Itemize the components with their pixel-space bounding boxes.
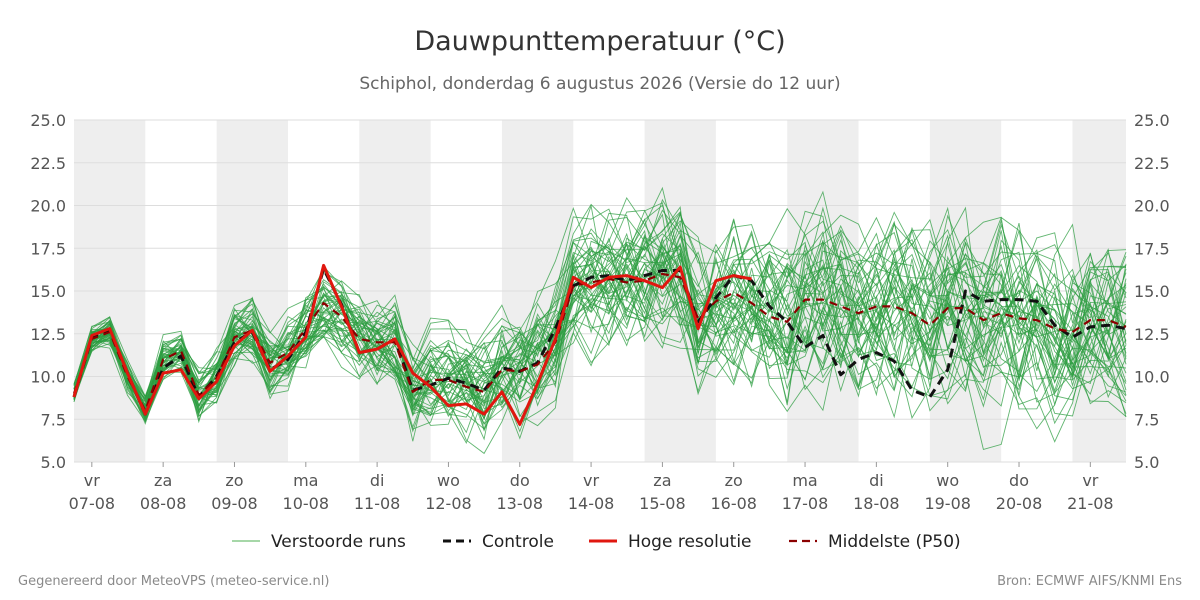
x-tick-day: di xyxy=(869,471,884,490)
x-tick-date: 16-08 xyxy=(710,494,757,513)
y-tick-left: 7.5 xyxy=(41,410,66,429)
ensemble-run-48 xyxy=(73,229,1127,444)
ensemble-run-50 xyxy=(73,214,1127,426)
x-tick-day: zo xyxy=(725,471,743,490)
y-tick-right: 17.5 xyxy=(1134,239,1170,258)
legend-label-4: Middelste (P50) xyxy=(828,532,961,552)
x-tick-date: 15-08 xyxy=(639,494,686,513)
x-tick-day: za xyxy=(154,471,172,490)
y-tick-right: 15.0 xyxy=(1134,282,1170,301)
ensemble-run-1 xyxy=(73,234,1127,417)
footer-source: Bron: ECMWF AIFS/KNMI Ens xyxy=(997,574,1182,589)
y-tick-right: 22.5 xyxy=(1134,154,1170,173)
y-tick-left: 15.0 xyxy=(30,282,66,301)
x-tick-date: 19-08 xyxy=(924,494,971,513)
x-tick-day: vr xyxy=(84,471,100,490)
chart-title: Dauwpunttemperatuur (°C) xyxy=(414,26,785,57)
y-tick-left: 25.0 xyxy=(30,111,66,130)
x-tick-day: za xyxy=(653,471,671,490)
legend-label-3: Hoge resolutie xyxy=(628,532,752,552)
x-tick-date: 13-08 xyxy=(497,494,544,513)
x-tick-date: 10-08 xyxy=(283,494,330,513)
ensemble-run-44 xyxy=(73,210,1127,414)
controle-line xyxy=(72,267,1127,416)
y-tick-right: 20.0 xyxy=(1134,197,1170,216)
main-series xyxy=(72,263,1127,426)
y-tick-left: 20.0 xyxy=(30,197,66,216)
axes: 5.0 5.0 7.5 7.5 10.0 10.0 12.5 12.5 15.0 15.0 17.5… xyxy=(30,111,1169,513)
ensemble-run-34 xyxy=(73,213,1127,425)
legend-label-1: Verstoorde runs xyxy=(271,532,406,552)
x-tick-date: 07-08 xyxy=(69,494,116,513)
y-tick-left: 12.5 xyxy=(30,325,66,344)
x-tick-date: 08-08 xyxy=(140,494,187,513)
y-tick-right: 25.0 xyxy=(1134,111,1170,130)
x-tick-day: vr xyxy=(1082,471,1098,490)
x-tick-date: 12-08 xyxy=(425,494,472,513)
y-tick-left: 22.5 xyxy=(30,154,66,173)
ensemble-run-39 xyxy=(73,241,1127,425)
x-tick-day: di xyxy=(370,471,385,490)
y-tick-right: 5.0 xyxy=(1134,453,1159,472)
y-tick-left: 17.5 xyxy=(30,239,66,258)
x-tick-date: 20-08 xyxy=(996,494,1043,513)
x-tick-date: 14-08 xyxy=(568,494,615,513)
legend: Verstoorde runs Controle Hoge resolutie Mid… xyxy=(232,532,961,552)
chart-subtitle: Schiphol, donderdag 6 augustus 2026 (Ver… xyxy=(359,74,840,94)
x-tick-date: 18-08 xyxy=(853,494,900,513)
ensemble-run-33 xyxy=(73,203,1127,423)
x-tick-day: ma xyxy=(293,471,318,490)
x-tick-date: 11-08 xyxy=(354,494,401,513)
x-tick-day: wo xyxy=(437,471,460,490)
ensemble-run-36 xyxy=(73,196,1127,407)
x-tick-day: zo xyxy=(225,471,243,490)
x-tick-date: 17-08 xyxy=(782,494,829,513)
ensemble-run-43 xyxy=(73,211,1127,420)
ensemble-run-49 xyxy=(73,207,1127,420)
x-tick-date: 21-08 xyxy=(1067,494,1114,513)
x-tick-day: vr xyxy=(583,471,599,490)
x-tick-date: 09-08 xyxy=(211,494,258,513)
footer-generated-by: Gegenereerd door MeteoVPS (meteo-service… xyxy=(18,574,329,589)
x-tick-day: wo xyxy=(936,471,959,490)
ensemble-run-10 xyxy=(73,186,1127,442)
y-tick-left: 10.0 xyxy=(30,368,66,387)
hoge-resolutie-line xyxy=(72,263,752,426)
legend-label-2: Controle xyxy=(482,532,554,552)
y-tick-right: 7.5 xyxy=(1134,410,1159,429)
ensemble-runs xyxy=(73,186,1127,455)
y-tick-right: 12.5 xyxy=(1134,325,1170,344)
x-tick-day: do xyxy=(510,471,530,490)
x-tick-day: ma xyxy=(792,471,817,490)
y-tick-left: 5.0 xyxy=(41,453,66,472)
ensemble-run-17 xyxy=(73,276,1127,420)
y-tick-right: 10.0 xyxy=(1134,368,1170,387)
x-tick-day: do xyxy=(1009,471,1029,490)
